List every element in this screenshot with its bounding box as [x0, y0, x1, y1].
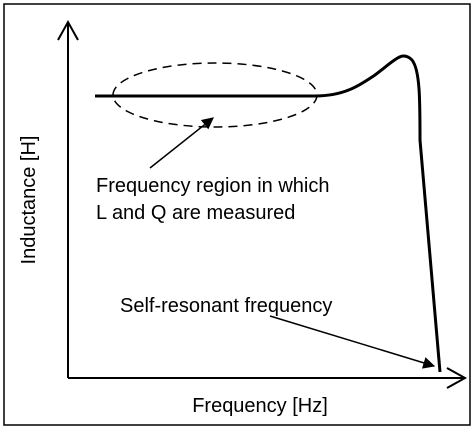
annotation: Self-resonant frequency — [120, 295, 332, 317]
region-arrow — [149, 117, 214, 169]
annotation: L and Q are measured — [96, 202, 295, 224]
inductance-curve — [95, 54, 442, 373]
x-axis-label: Frequency [Hz] — [192, 395, 328, 417]
frame — [3, 3, 471, 426]
y-axis — [57, 19, 79, 378]
y-axis-label: Inductance [H] — [18, 136, 40, 265]
region-ellipse — [112, 62, 318, 128]
annotation: Frequency region in which — [96, 175, 329, 197]
resonance-arrow — [269, 315, 436, 369]
x-axis — [68, 367, 468, 389]
